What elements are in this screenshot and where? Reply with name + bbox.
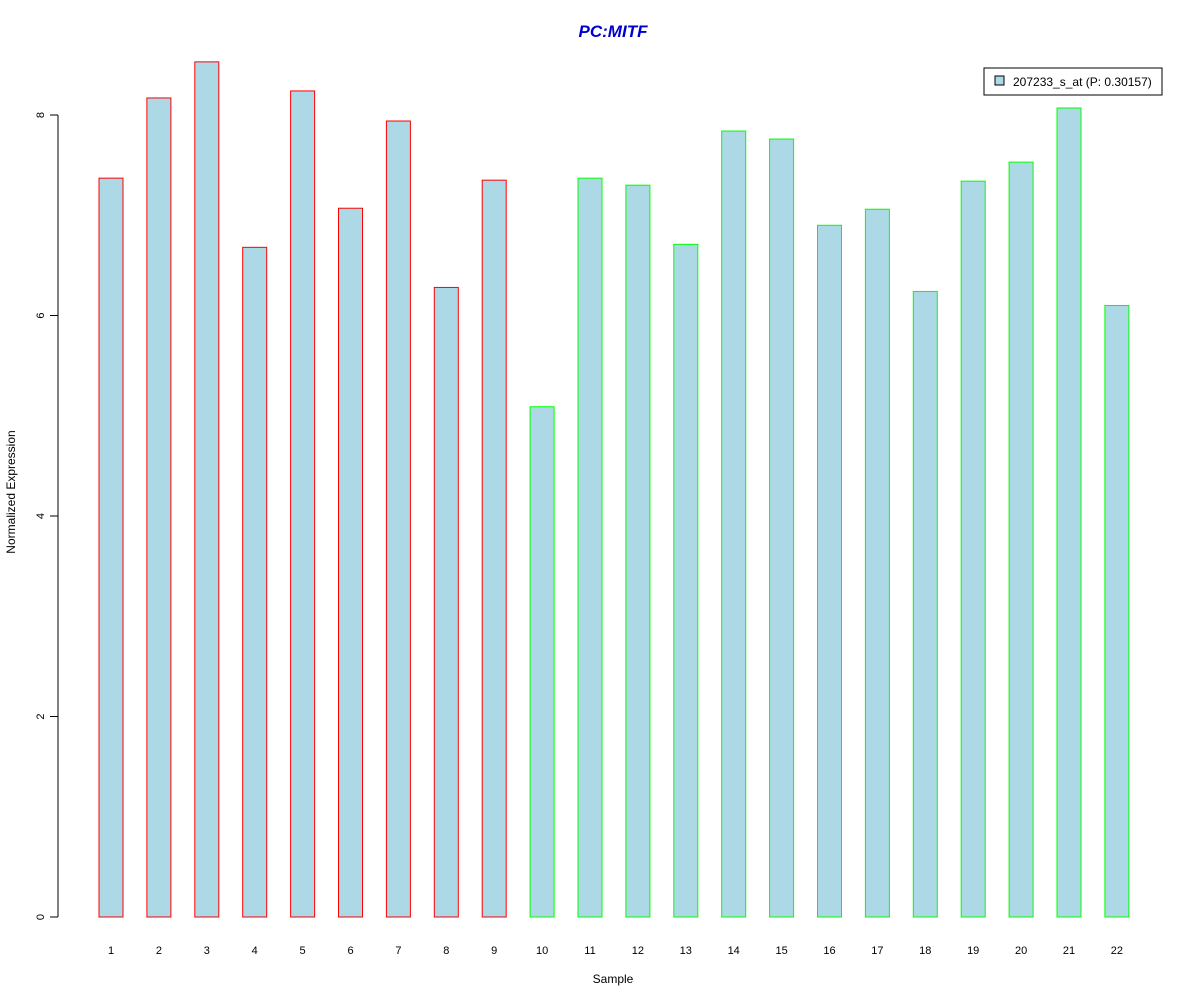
x-tick-labels: 1 2 3 4 5 6 7 8 9 10 11 12 13 14 15 16 17 18 19 20 21 22 (108, 945, 1123, 957)
x-tick-label: 2 (156, 945, 162, 957)
x-tick-label: 12 (632, 945, 644, 957)
x-tick-label: 3 (204, 945, 210, 957)
bar-sample-3 (194, 61, 220, 918)
x-tick-label: 21 (1063, 945, 1075, 957)
bar-sample-6 (338, 207, 363, 918)
bars (98, 61, 1130, 918)
x-tick-label: 9 (491, 945, 497, 957)
bar-sample-11 (577, 177, 603, 918)
bar-sample-7 (385, 120, 411, 918)
y-tick-label: 6 (35, 312, 47, 318)
y-tick-label: 0 (35, 914, 47, 920)
x-tick-label: 22 (1111, 945, 1123, 957)
x-tick-label: 7 (395, 945, 401, 957)
bar-sample-20 (1008, 161, 1034, 918)
x-tick-label: 16 (823, 945, 835, 957)
x-tick-label: 20 (1015, 945, 1027, 957)
bar-sample-10 (529, 406, 555, 918)
bar-sample-5 (290, 90, 316, 918)
bar-sample-22 (1104, 304, 1130, 918)
legend-swatch (994, 75, 1005, 86)
bar-sample-8 (433, 286, 459, 918)
y-tick-label: 8 (35, 112, 47, 118)
x-tick-label: 1 (108, 945, 114, 957)
x-tick-label: 13 (680, 945, 692, 957)
bar-sample-16 (817, 224, 842, 918)
bar-sample-18 (912, 290, 938, 918)
x-tick-label: 11 (584, 945, 595, 957)
y-axis-label: Normalized Expression (4, 430, 18, 553)
x-tick-label: 5 (300, 945, 306, 957)
y-tick-label: 2 (35, 713, 47, 719)
legend: 207233_s_at (P: 0.30157) (983, 67, 1163, 96)
x-tick-label: 10 (536, 945, 548, 957)
y-tick-label: 4 (35, 513, 47, 519)
bar-sample-9 (481, 179, 507, 918)
legend-box (983, 67, 1163, 96)
x-tick-label: 6 (347, 945, 353, 957)
bar-sample-12 (625, 184, 651, 918)
legend-label: 207233_s_at (P: 0.30157) (1013, 75, 1152, 89)
bar-sample-17 (864, 208, 890, 918)
bar-sample-15 (769, 138, 795, 918)
bar-sample-13 (673, 243, 699, 918)
x-tick-label: 14 (728, 945, 740, 957)
bar-sample-14 (721, 130, 747, 918)
x-tick-label: 17 (871, 945, 883, 957)
chart-title: PC:MITF (579, 22, 649, 41)
x-tick-label: 8 (443, 945, 449, 957)
x-tick-label: 15 (775, 945, 787, 957)
bar-sample-19 (960, 180, 986, 918)
x-tick-label: 4 (252, 945, 258, 957)
bar-sample-21 (1056, 107, 1082, 918)
bar-sample-2 (146, 97, 172, 918)
y-ticks: 0 2 4 6 8 (35, 112, 58, 920)
x-axis-label: Sample (593, 972, 634, 986)
bar-sample-4 (242, 246, 268, 918)
x-tick-label: 19 (967, 945, 979, 957)
bar-sample-1 (98, 177, 124, 918)
x-tick-label: 18 (919, 945, 931, 957)
